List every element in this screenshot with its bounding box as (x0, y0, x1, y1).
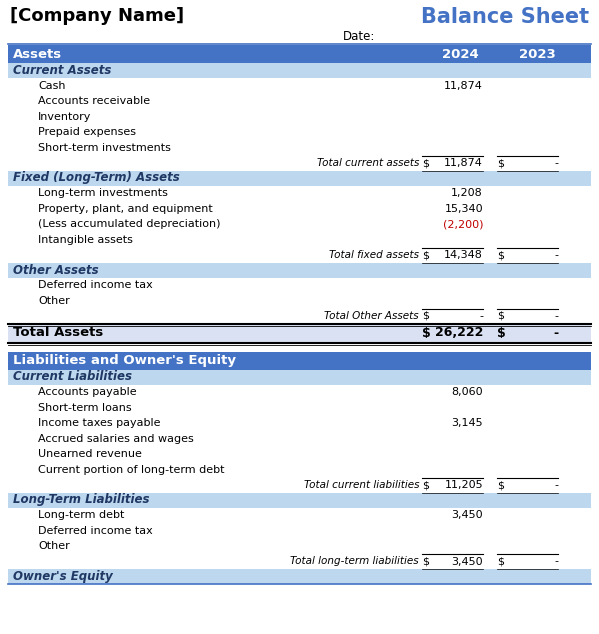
Text: Long-Term Liabilities: Long-Term Liabilities (13, 493, 150, 507)
Text: Prepaid expenses: Prepaid expenses (38, 127, 136, 137)
Text: 15,340: 15,340 (444, 204, 483, 214)
Text: Accounts receivable: Accounts receivable (38, 96, 150, 107)
Text: Liabilities and Owner's Equity: Liabilities and Owner's Equity (13, 354, 236, 367)
Text: Total Other Assets: Total Other Assets (325, 311, 419, 321)
Text: Current Liabilities: Current Liabilities (13, 370, 132, 384)
Text: 14,348: 14,348 (444, 250, 483, 260)
Text: $: $ (497, 250, 504, 260)
Text: $: $ (422, 250, 429, 260)
Text: -: - (554, 311, 558, 321)
Text: $: $ (497, 311, 504, 321)
Bar (8, 569, 591, 584)
Text: Intangible assets: Intangible assets (38, 235, 133, 245)
Text: $: $ (422, 158, 429, 168)
Text: 8,060: 8,060 (452, 387, 483, 398)
Text: $: $ (422, 327, 431, 339)
Text: 26,222: 26,222 (435, 327, 483, 339)
Bar (8, 493, 591, 507)
Bar (8, 323, 591, 342)
Text: -: - (554, 158, 558, 168)
Text: Balance Sheet: Balance Sheet (421, 7, 589, 27)
Text: Long-term investments: Long-term investments (38, 188, 168, 198)
Text: -: - (554, 480, 558, 490)
Text: Inventory: Inventory (38, 112, 92, 122)
Text: Other: Other (38, 541, 69, 551)
Text: Cash: Cash (38, 81, 65, 91)
Bar (8, 45, 591, 63)
Text: -: - (554, 557, 558, 567)
Text: $: $ (497, 557, 504, 567)
Text: $: $ (422, 480, 429, 490)
Text: Total current assets: Total current assets (317, 158, 419, 168)
Text: Accounts payable: Accounts payable (38, 387, 137, 398)
Text: (2,200): (2,200) (443, 219, 483, 230)
Text: Short-term loans: Short-term loans (38, 403, 132, 413)
Bar (8, 262, 591, 278)
Text: Owner's Equity: Owner's Equity (13, 570, 113, 583)
Text: Other: Other (38, 295, 69, 306)
Text: 2024: 2024 (441, 48, 479, 60)
Text: $: $ (497, 480, 504, 490)
Text: Accrued salaries and wages: Accrued salaries and wages (38, 434, 193, 444)
Text: (Less accumulated depreciation): (Less accumulated depreciation) (38, 219, 220, 230)
Text: Income taxes payable: Income taxes payable (38, 418, 161, 428)
Text: Unearned revenue: Unearned revenue (38, 450, 142, 459)
Text: Short-term investments: Short-term investments (38, 143, 171, 153)
Bar (8, 370, 591, 384)
Text: 2023: 2023 (519, 48, 555, 60)
Text: 3,145: 3,145 (452, 418, 483, 428)
Text: Deferred income tax: Deferred income tax (38, 526, 153, 536)
Bar (8, 351, 591, 370)
Bar (8, 63, 591, 78)
Bar (8, 171, 591, 186)
Text: Long-term debt: Long-term debt (38, 510, 125, 521)
Text: Total fixed assets: Total fixed assets (329, 250, 419, 260)
Text: 3,450: 3,450 (452, 557, 483, 567)
Text: Total long-term liabilities: Total long-term liabilities (291, 557, 419, 567)
Text: Other Assets: Other Assets (13, 264, 99, 276)
Text: 11,874: 11,874 (444, 81, 483, 91)
Text: Assets: Assets (13, 48, 62, 60)
Text: Deferred income tax: Deferred income tax (38, 280, 153, 290)
Text: Current portion of long-term debt: Current portion of long-term debt (38, 465, 225, 475)
Text: Fixed (Long-Term) Assets: Fixed (Long-Term) Assets (13, 172, 180, 184)
Text: $: $ (422, 557, 429, 567)
Text: Total current liabilities: Total current liabilities (304, 480, 419, 490)
Text: [Company Name]: [Company Name] (10, 7, 184, 25)
Text: -: - (554, 250, 558, 260)
Text: Date:: Date: (343, 30, 376, 43)
Text: -: - (479, 311, 483, 321)
Text: Total Assets: Total Assets (13, 327, 103, 339)
Text: -: - (553, 327, 558, 339)
Text: $: $ (497, 158, 504, 168)
Text: $: $ (422, 311, 429, 321)
Text: 3,450: 3,450 (452, 510, 483, 521)
Text: $: $ (497, 327, 506, 339)
Text: 11,205: 11,205 (444, 480, 483, 490)
Text: Current Assets: Current Assets (13, 64, 111, 77)
Text: 1,208: 1,208 (451, 188, 483, 198)
Text: Property, plant, and equipment: Property, plant, and equipment (38, 204, 213, 214)
Text: 11,874: 11,874 (444, 158, 483, 168)
